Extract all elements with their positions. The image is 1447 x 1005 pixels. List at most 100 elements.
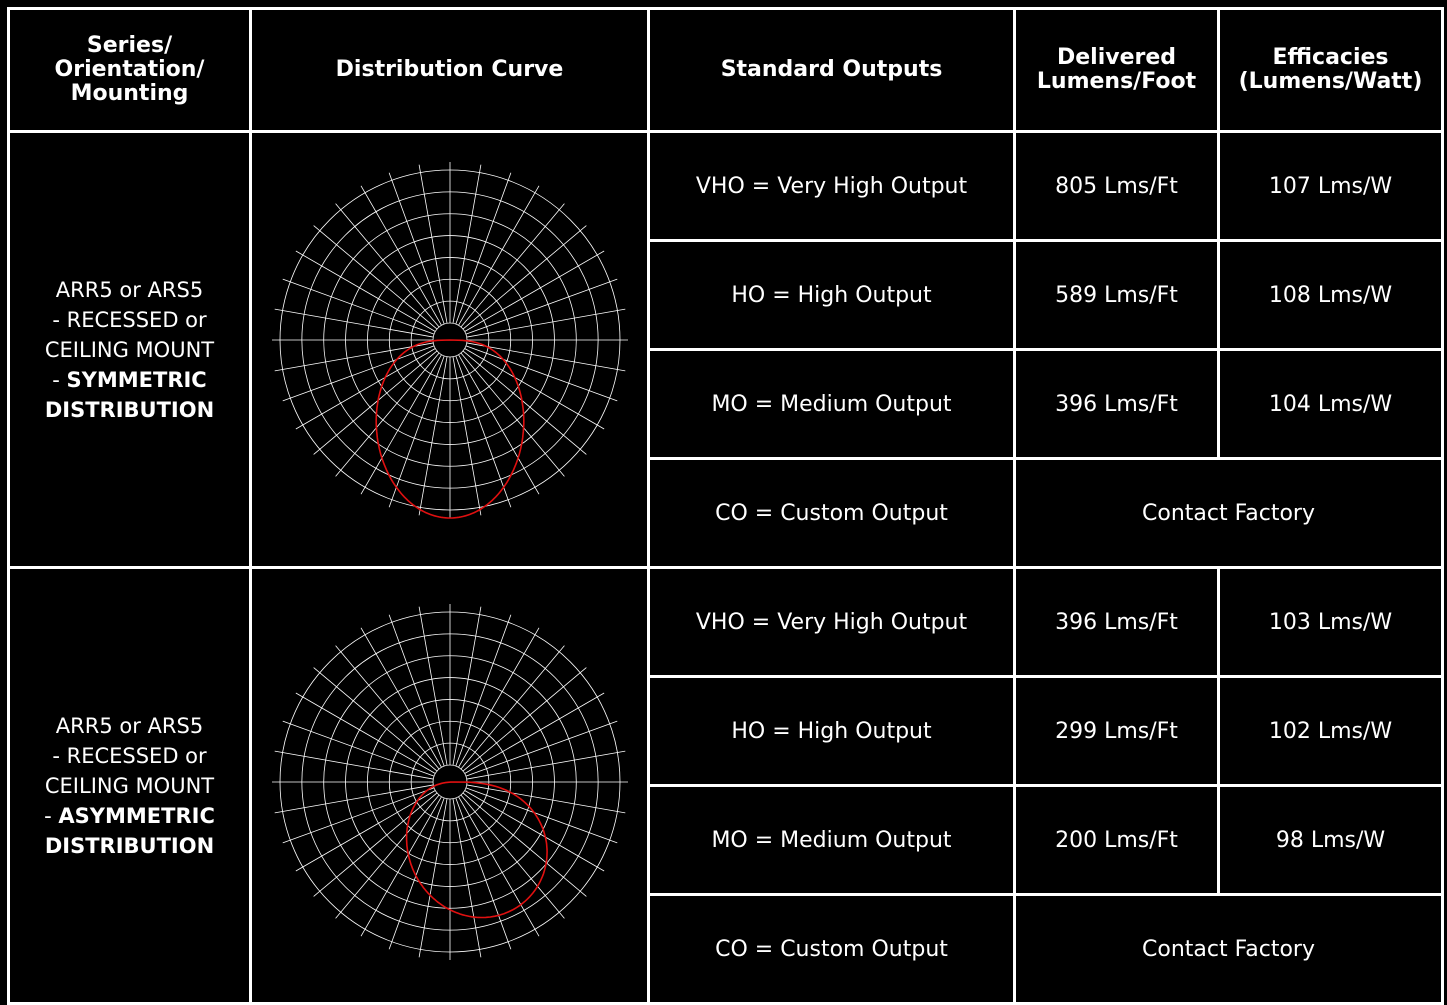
polar-grid-spoke xyxy=(452,606,481,765)
series-mount-type: CEILING MOUNT xyxy=(44,773,215,798)
polar-grid-spoke xyxy=(464,692,604,774)
polar-grid-spoke xyxy=(466,308,625,337)
polar-grid-spoke xyxy=(282,278,434,335)
polar-grid-spoke xyxy=(418,164,447,323)
polar-grid-spoke xyxy=(454,797,511,949)
table-row: ARR5 or ARS5 - RECESSED or CEILING MOUNT… xyxy=(7,566,1444,1005)
polar-grid-spoke xyxy=(274,308,433,337)
table-row: MO = Medium Output 396 Lms/Ft 104 Lms/W xyxy=(9,348,1444,460)
polar-grid-spoke xyxy=(360,185,442,325)
output-cell: HO = High Output xyxy=(647,239,1016,351)
polar-grid-spoke xyxy=(360,354,442,494)
polar-grid-spoke xyxy=(360,627,442,767)
lumens-cell: 589 Lms/Ft xyxy=(1013,239,1220,351)
lumens-cell: 805 Lms/Ft xyxy=(1013,130,1220,242)
lumens-cell: 396 Lms/Ft xyxy=(1013,566,1220,678)
polar-grid-spoke xyxy=(466,342,625,371)
header-row: Series/ Orientation/ Mounting Distributi… xyxy=(7,7,1444,133)
polar-grid-spoke xyxy=(457,185,539,325)
polar-grid-spoke xyxy=(295,347,435,429)
lumens-cell: 299 Lms/Ft xyxy=(1013,675,1220,787)
polar-diagram-asymmetric xyxy=(271,603,628,960)
polar-grid-spoke xyxy=(360,796,442,936)
header-series: Series/ Orientation/ Mounting xyxy=(7,7,252,133)
polar-grid-spoke xyxy=(464,347,604,429)
series-cell-asymmetric: ARR5 or ARS5 - RECESSED or CEILING MOUNT… xyxy=(7,566,252,1005)
polar-grid-spoke xyxy=(466,784,625,813)
table-row: MO = Medium Output 200 Lms/Ft 98 Lms/W xyxy=(9,784,1444,896)
polar-grid-spoke xyxy=(388,355,445,507)
polar-grid-spoke xyxy=(462,350,587,455)
lumens-cell: 396 Lms/Ft xyxy=(1013,348,1220,460)
polar-grid-spoke xyxy=(452,356,481,515)
table-row: CO = Custom Output Contact Factory xyxy=(9,457,1444,569)
polar-grid-spoke xyxy=(295,789,435,871)
polar-grid-spoke xyxy=(282,344,434,401)
series-mounting: - RECESSED or xyxy=(52,307,207,332)
distribution-curve-line xyxy=(405,780,548,918)
output-cell: VHO = Very High Output xyxy=(647,130,1016,242)
polar-grid-spoke xyxy=(334,202,439,327)
polar-diagram-symmetric xyxy=(271,161,628,519)
polar-grid-spoke xyxy=(457,627,539,767)
table-row: HO = High Output 299 Lms/Ft 102 Lms/W xyxy=(9,675,1444,787)
polar-grid-spoke xyxy=(466,750,625,779)
header-distribution-curve: Distribution Curve xyxy=(249,7,650,133)
table-row: CO = Custom Output Contact Factory xyxy=(9,893,1444,1005)
polar-grid-spoke xyxy=(457,354,539,494)
polar-grid-spoke xyxy=(462,792,587,897)
polar-grid-spoke xyxy=(312,224,437,329)
polar-grid-spoke xyxy=(274,784,433,813)
output-cell: CO = Custom Output xyxy=(647,457,1016,569)
contact-factory-cell: Contact Factory xyxy=(1013,893,1444,1005)
header-standard-outputs: Standard Outputs xyxy=(647,7,1016,133)
polar-grid-spoke xyxy=(454,172,511,324)
distribution-curve-line xyxy=(374,338,525,519)
polar-grid-spoke xyxy=(465,786,617,843)
series-dash: - xyxy=(44,803,59,828)
polar-grid-spoke xyxy=(457,796,539,936)
efficacy-cell: 108 Lms/W xyxy=(1217,239,1444,351)
polar-grid-spoke xyxy=(295,692,435,774)
polar-grid-spoke xyxy=(465,278,617,335)
output-cell: MO = Medium Output xyxy=(647,348,1016,460)
efficacy-cell: 104 Lms/W xyxy=(1217,348,1444,460)
polar-grid-spoke xyxy=(334,794,439,919)
lumens-cell: 200 Lms/Ft xyxy=(1013,784,1220,896)
polar-grid-spoke xyxy=(312,792,437,897)
polar-grid-spoke xyxy=(282,720,434,777)
contact-factory-cell: Contact Factory xyxy=(1013,457,1444,569)
polar-grid-spoke xyxy=(388,172,445,324)
series-mount-type: CEILING MOUNT xyxy=(44,337,215,362)
polar-grid-spoke xyxy=(460,644,565,769)
polar-grid-spoke xyxy=(462,666,587,771)
distribution-curve-asymmetric xyxy=(249,566,650,1005)
polar-grid-spoke xyxy=(312,350,437,455)
series-distribution-type: ASYMMETRIC DISTRIBUTION xyxy=(44,803,215,858)
polar-grid-spoke xyxy=(464,250,604,332)
polar-grid-spoke xyxy=(460,794,565,919)
polar-grid-spoke xyxy=(282,786,434,843)
header-efficacies: Efficacies (Lumens/Watt) xyxy=(1217,7,1444,133)
polar-grid-spoke xyxy=(334,644,439,769)
output-cell: CO = Custom Output xyxy=(647,893,1016,1005)
polar-grid-spoke xyxy=(295,250,435,332)
polar-grid-spoke xyxy=(418,798,447,957)
specification-table: Series/ Orientation/ Mounting Distributi… xyxy=(7,7,1444,1005)
polar-grid-spoke xyxy=(388,797,445,949)
series-dash: - xyxy=(52,367,67,392)
polar-grid-spoke xyxy=(334,352,439,477)
polar-grid-spoke xyxy=(454,614,511,766)
polar-grid-spoke xyxy=(418,606,447,765)
series-distribution-type: SYMMETRIC DISTRIBUTION xyxy=(44,367,215,422)
series-cell-symmetric: ARR5 or ARS5 - RECESSED or CEILING MOUNT… xyxy=(7,130,252,569)
output-cell: MO = Medium Output xyxy=(647,784,1016,896)
polar-grid-spoke xyxy=(388,614,445,766)
efficacy-cell: 102 Lms/W xyxy=(1217,675,1444,787)
polar-grid-spoke xyxy=(274,342,433,371)
series-label: ARR5 or ARS5 xyxy=(55,277,204,302)
polar-grid-spoke xyxy=(312,666,437,771)
distribution-curve-symmetric xyxy=(249,130,650,569)
polar-grid-spoke xyxy=(465,344,617,401)
efficacy-cell: 103 Lms/W xyxy=(1217,566,1444,678)
